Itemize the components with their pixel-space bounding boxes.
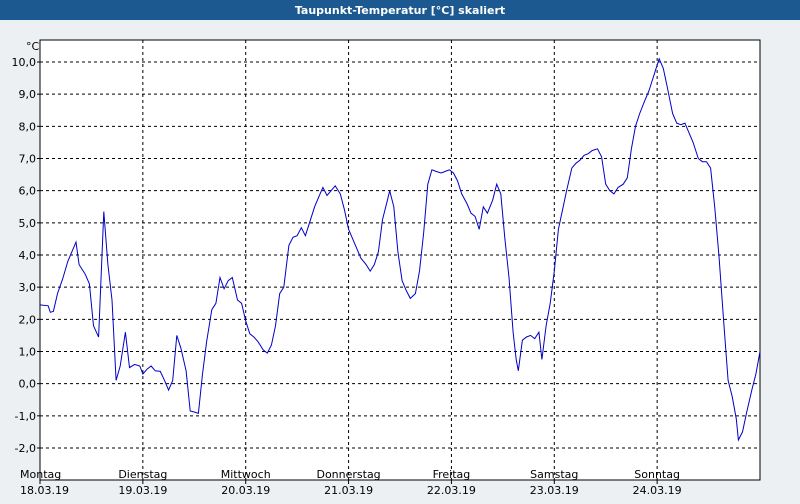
x-tick-date-label: 24.03.19 (633, 484, 682, 497)
chart-area: 10,0 9,0 8,0 7,0 6,0 5,0 4,0 3,0 2,0 1,0 0,0 -1,0 -2… (0, 20, 800, 500)
y-tick-label: 10,0 (12, 56, 37, 69)
x-tick-date-label: 23.03.19 (530, 484, 579, 497)
grid-lines (40, 40, 760, 480)
x-axis-ticks: Montag 18.03.19 Dienstag 19.03.19 Mittwoch 20… (20, 468, 682, 497)
dewpoint-series-line (39, 57, 761, 442)
y-tick-label: -1,0 (15, 410, 36, 423)
y-tick-label: 6,0 (19, 185, 37, 198)
x-tick-day-label: Mittwoch (221, 468, 271, 481)
x-tick-day-label: Freitag (433, 468, 471, 481)
plot-area (39, 39, 761, 481)
y-tick-label: 1,0 (19, 346, 37, 359)
y-tick-label: 4,0 (19, 249, 37, 262)
window-title: Taupunkt-Temperatur [°C] skaliert (294, 3, 506, 17)
y-tick-label: -2,0 (15, 442, 36, 455)
x-tick-day-label: Donnerstag (316, 468, 380, 481)
x-tick-day-label: Dienstag (118, 468, 167, 481)
x-tick-day-label: Sonntag (634, 468, 680, 481)
x-tick-day-label: Montag (20, 468, 61, 481)
y-tick-label: 3,0 (19, 281, 37, 294)
y-axis-unit-label: °C (26, 40, 40, 53)
y-tick-label: 0,0 (19, 378, 37, 391)
window-title-bar: Taupunkt-Temperatur [°C] skaliert (0, 0, 800, 20)
y-axis-ticks: 10,0 9,0 8,0 7,0 6,0 5,0 4,0 3,0 2,0 1,0 0,0 -1,0 -2… (12, 56, 40, 455)
y-tick-label: 8,0 (19, 120, 37, 133)
x-tick-date-label: 19.03.19 (118, 484, 167, 497)
x-tick-day-label: Samstag (530, 468, 578, 481)
x-tick-date-label: 20.03.19 (221, 484, 270, 497)
series-group (39, 57, 761, 442)
y-tick-label: 2,0 (19, 313, 37, 326)
y-tick-label: 5,0 (19, 217, 37, 230)
y-tick-label: 9,0 (19, 88, 37, 101)
dewpoint-chart: 10,0 9,0 8,0 7,0 6,0 5,0 4,0 3,0 2,0 1,0 0,0 -1,0 -2… (12, 39, 761, 497)
x-tick-date-label: 22.03.19 (427, 484, 476, 497)
x-tick-date-label: 21.03.19 (324, 484, 373, 497)
x-tick-date-label: 18.03.19 (20, 484, 69, 497)
y-tick-label: 7,0 (19, 153, 37, 166)
